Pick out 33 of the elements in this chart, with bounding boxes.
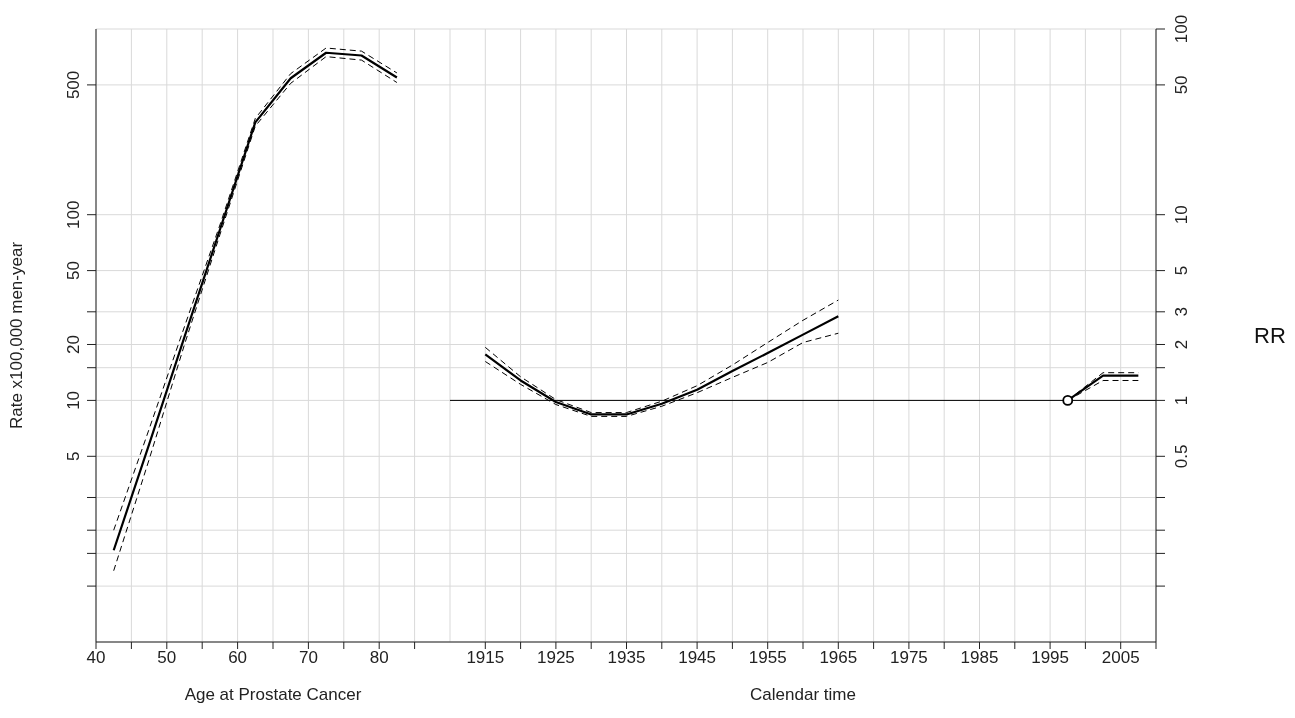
x-tick-label: 1995 xyxy=(1031,648,1070,668)
y-tick-label: 5 xyxy=(64,451,83,462)
x-tick-label: 60 xyxy=(228,648,248,668)
y-tick-label: 20 xyxy=(64,335,83,354)
y-tick-label: 50 xyxy=(64,261,83,281)
x-tick-label: 50 xyxy=(157,648,177,668)
y2-tick-label: 0.5 xyxy=(1172,444,1191,469)
x-tick-label: 2005 xyxy=(1101,648,1140,668)
x-tick-label: 1945 xyxy=(678,648,717,668)
y2-tick-label: 10 xyxy=(1172,205,1191,225)
y2-axis-title: RR xyxy=(1254,323,1286,348)
x-tick-label: 80 xyxy=(369,648,389,668)
y-tick-label: 500 xyxy=(64,70,83,100)
x-tick-label: 1935 xyxy=(607,648,646,668)
x-tick-label: 1965 xyxy=(819,648,858,668)
x-axis-title: Calendar time xyxy=(750,685,856,704)
x-tick-label: 1915 xyxy=(466,648,505,668)
y2-tick-label: 1 xyxy=(1172,395,1191,406)
x-tick-label: 1975 xyxy=(889,648,928,668)
y-axis-title: Rate x100,000 men-year xyxy=(7,241,27,430)
x-tick-label: 40 xyxy=(86,648,106,668)
y2-tick-label: 100 xyxy=(1172,14,1191,44)
y2-tick-label: 3 xyxy=(1172,307,1191,317)
x-tick-label: 1985 xyxy=(960,648,999,668)
y2-tick-label: 5 xyxy=(1172,265,1191,276)
x-tick-label: 1925 xyxy=(536,648,575,668)
y-tick-label: 100 xyxy=(64,200,83,229)
y2-tick-label: 2 xyxy=(1172,339,1191,350)
x-tick-label: 70 xyxy=(298,648,318,668)
y2-tick-label: 50 xyxy=(1172,75,1191,95)
x-axis-title: Age at Prostate Cancer xyxy=(184,685,362,704)
y-tick-label: 10 xyxy=(64,390,83,410)
x-tick-label: 1955 xyxy=(748,648,787,668)
